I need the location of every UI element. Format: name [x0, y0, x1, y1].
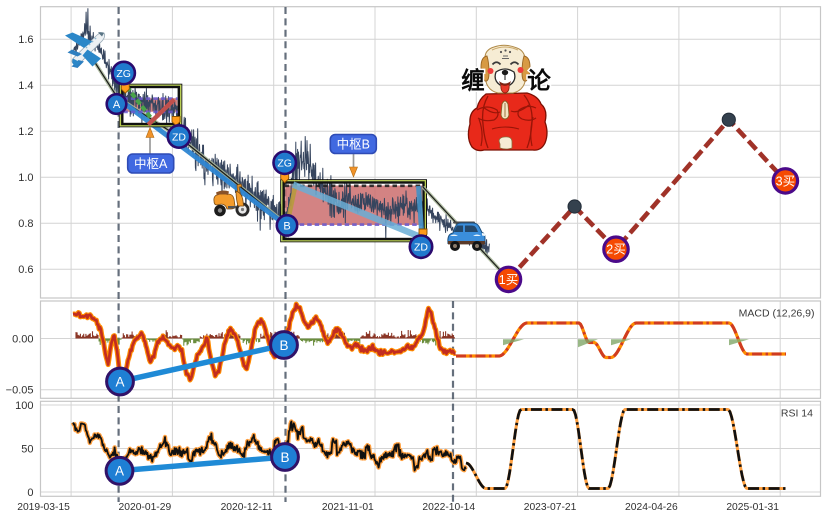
svg-text:2024-04-26: 2024-04-26 [625, 502, 678, 513]
svg-text:RSI 14: RSI 14 [781, 408, 813, 420]
svg-text:A: A [113, 99, 121, 111]
svg-text:0.8: 0.8 [18, 218, 33, 230]
svg-text:ZD: ZD [414, 241, 428, 253]
svg-text:A: A [115, 464, 124, 479]
svg-text:2022-10-14: 2022-10-14 [422, 502, 475, 513]
svg-text:2021-11-01: 2021-11-01 [322, 502, 374, 513]
svg-text:1.2: 1.2 [18, 126, 33, 138]
svg-text:0: 0 [27, 487, 33, 499]
svg-text:100: 100 [15, 400, 33, 412]
svg-text:中枢A: 中枢A [134, 156, 168, 171]
svg-text:2019-03-15: 2019-03-15 [17, 502, 70, 513]
svg-text:0.6: 0.6 [18, 264, 33, 276]
svg-text:ZG: ZG [277, 157, 292, 169]
svg-text:1.0: 1.0 [18, 172, 33, 184]
svg-text:B: B [283, 220, 290, 232]
svg-text:ZG: ZG [116, 68, 131, 80]
svg-text:缠: 缠 [461, 67, 485, 94]
svg-text:1.4: 1.4 [18, 80, 33, 92]
svg-text:−0.05: −0.05 [6, 385, 34, 397]
svg-text:MACD (12,26,9): MACD (12,26,9) [739, 308, 815, 320]
svg-text:50: 50 [21, 443, 33, 455]
svg-text:中枢B: 中枢B [337, 136, 370, 151]
svg-text:B: B [280, 450, 289, 465]
svg-text:2025-01-31: 2025-01-31 [726, 502, 779, 513]
svg-text:论: 论 [527, 67, 551, 94]
svg-text:0.00: 0.00 [12, 333, 33, 345]
svg-text:2023-07-21: 2023-07-21 [524, 502, 577, 513]
svg-text:1.6: 1.6 [18, 34, 33, 46]
svg-text:ZD: ZD [172, 131, 186, 143]
svg-text:A: A [115, 374, 124, 389]
svg-text:2020-12-11: 2020-12-11 [221, 502, 273, 513]
svg-text:1买: 1买 [499, 273, 518, 287]
svg-text:2买: 2买 [606, 243, 625, 257]
svg-text:B: B [279, 338, 288, 353]
svg-text:2020-01-29: 2020-01-29 [119, 502, 172, 513]
svg-text:3买: 3买 [776, 174, 795, 188]
